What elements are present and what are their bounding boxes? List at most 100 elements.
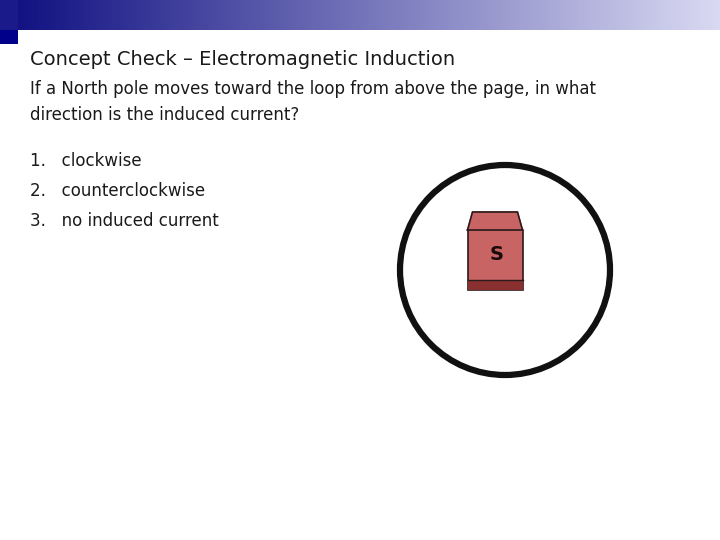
Bar xyxy=(554,0,557,30)
Text: If a North pole moves toward the loop from above the page, in what
direction is : If a North pole moves toward the loop fr… xyxy=(30,80,596,124)
Bar xyxy=(559,0,563,30)
Bar xyxy=(84,0,88,30)
Bar xyxy=(348,0,352,30)
Bar xyxy=(611,0,613,30)
Bar xyxy=(248,0,251,30)
Bar xyxy=(642,0,644,30)
Bar xyxy=(385,0,389,30)
Text: S: S xyxy=(490,246,504,265)
Bar xyxy=(298,0,302,30)
Bar xyxy=(528,0,532,30)
Bar xyxy=(447,0,451,30)
Bar xyxy=(568,0,572,30)
Bar xyxy=(711,0,715,30)
Bar xyxy=(661,0,665,30)
Bar xyxy=(557,0,560,30)
Bar xyxy=(0,0,4,30)
Bar xyxy=(441,0,445,30)
Bar xyxy=(276,0,279,30)
Text: Concept Check – Electromagnetic Induction: Concept Check – Electromagnetic Inductio… xyxy=(30,50,455,69)
Bar xyxy=(73,0,76,30)
Bar xyxy=(222,0,225,30)
Bar xyxy=(258,0,262,30)
Bar xyxy=(613,0,616,30)
Bar xyxy=(701,0,703,30)
Bar xyxy=(351,0,355,30)
Bar xyxy=(346,0,349,30)
Bar xyxy=(523,0,526,30)
Bar xyxy=(22,0,26,30)
Bar xyxy=(582,0,585,30)
Bar xyxy=(509,0,513,30)
Bar xyxy=(588,0,591,30)
Bar xyxy=(498,0,501,30)
Bar xyxy=(93,0,96,30)
Bar xyxy=(318,0,321,30)
Bar xyxy=(431,0,433,30)
Bar xyxy=(717,0,720,30)
Bar xyxy=(292,0,296,30)
Polygon shape xyxy=(467,212,523,230)
Bar xyxy=(686,0,690,30)
Bar xyxy=(369,0,372,30)
Bar xyxy=(647,0,650,30)
Bar xyxy=(87,0,91,30)
Bar xyxy=(68,0,71,30)
Bar xyxy=(636,0,639,30)
Bar xyxy=(59,0,63,30)
Bar xyxy=(242,0,246,30)
Bar xyxy=(307,0,310,30)
Bar xyxy=(48,0,51,30)
Bar xyxy=(397,0,400,30)
Bar xyxy=(552,0,554,30)
Bar xyxy=(374,0,377,30)
Bar xyxy=(312,0,315,30)
Bar xyxy=(419,0,423,30)
Bar xyxy=(633,0,636,30)
Bar xyxy=(329,0,333,30)
Bar xyxy=(338,0,341,30)
Bar xyxy=(127,0,130,30)
Bar xyxy=(45,0,48,30)
Bar xyxy=(267,0,271,30)
Bar xyxy=(605,0,608,30)
Bar xyxy=(467,230,523,290)
Text: 2.   counterclockwise: 2. counterclockwise xyxy=(30,182,205,200)
Bar xyxy=(475,0,479,30)
Bar xyxy=(220,0,222,30)
Bar xyxy=(0,0,18,30)
Bar xyxy=(478,0,482,30)
Bar xyxy=(239,0,243,30)
Bar xyxy=(109,0,113,30)
Bar xyxy=(526,0,529,30)
Bar xyxy=(233,0,237,30)
Bar xyxy=(484,0,487,30)
Bar xyxy=(163,0,166,30)
Bar xyxy=(174,0,178,30)
Bar xyxy=(540,0,544,30)
Bar xyxy=(467,0,470,30)
Bar xyxy=(388,0,392,30)
Bar xyxy=(158,0,161,30)
Bar xyxy=(25,0,29,30)
Bar xyxy=(698,0,701,30)
Bar xyxy=(658,0,662,30)
Text: 3.   no induced current: 3. no induced current xyxy=(30,212,219,230)
Bar xyxy=(326,0,330,30)
Bar xyxy=(65,0,68,30)
Bar xyxy=(593,0,597,30)
Bar xyxy=(708,0,712,30)
Bar xyxy=(289,0,293,30)
Bar xyxy=(149,0,153,30)
Bar xyxy=(34,0,37,30)
Bar xyxy=(62,0,66,30)
Bar xyxy=(459,0,462,30)
Bar xyxy=(537,0,541,30)
Bar xyxy=(194,0,197,30)
Bar xyxy=(197,0,200,30)
Bar xyxy=(618,0,622,30)
Bar xyxy=(531,0,535,30)
Bar xyxy=(6,0,9,30)
Bar xyxy=(422,0,426,30)
Bar xyxy=(649,0,653,30)
